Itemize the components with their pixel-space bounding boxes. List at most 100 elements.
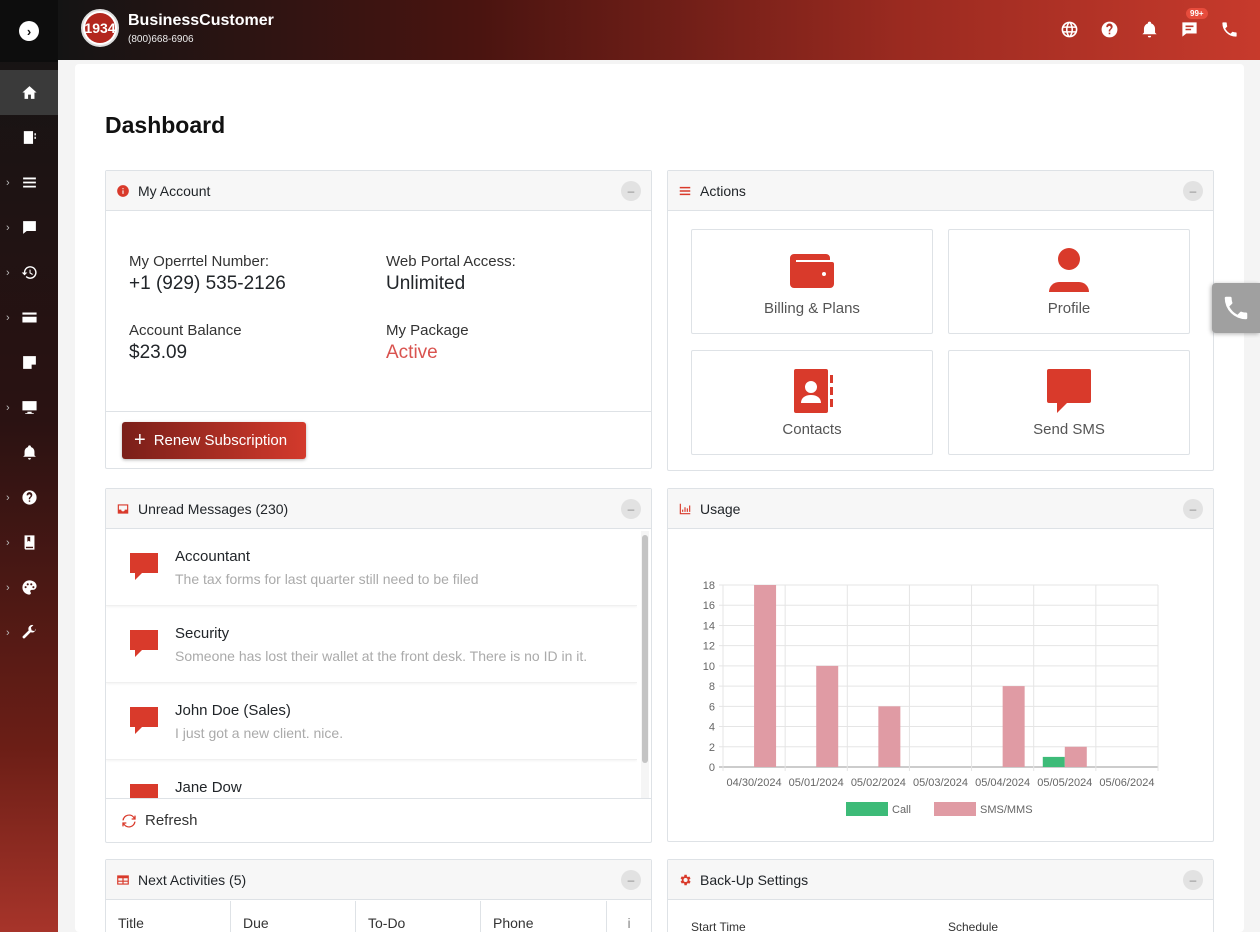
renew-subscription-button[interactable]: + Renew Subscription — [122, 422, 306, 459]
y-tick-label: 18 — [703, 580, 715, 592]
floating-call-button[interactable] — [1212, 283, 1260, 333]
globe-icon — [1061, 21, 1077, 37]
brand-logo[interactable]: 1934 — [81, 9, 119, 47]
usage-title: Usage — [700, 500, 741, 517]
notifications-button[interactable] — [1138, 18, 1160, 40]
column-header-title[interactable]: Title — [106, 901, 231, 932]
collapse-button[interactable]: – — [1183, 870, 1203, 890]
question-circle-icon — [1101, 21, 1117, 37]
legend-swatch — [846, 802, 888, 816]
brand-phone: (800)668-6906 — [128, 34, 194, 45]
usage-chart: 0 2 4 6 8 10 12 14 16 18 04/30/2024 05/01/2024 05/02… — [703, 580, 1159, 816]
x-tick-label: 05/01/2024 — [789, 777, 844, 789]
phone-icon — [1221, 21, 1237, 37]
portal-value: Unlimited — [386, 273, 466, 294]
table-icon — [117, 874, 129, 885]
list-item[interactable]: Security Someone has lost their wallet a… — [106, 606, 637, 683]
page-title: Dashboard — [105, 112, 226, 138]
messages-button[interactable]: 99+ — [1178, 8, 1208, 40]
contacts-action[interactable]: Contacts — [691, 350, 933, 455]
list-item[interactable]: Jane Dow — [106, 760, 637, 799]
sidebar-item-books[interactable]: › — [0, 520, 58, 565]
call-button[interactable] — [1218, 18, 1240, 40]
contacts-label: Contacts — [782, 421, 842, 438]
help-button[interactable] — [1098, 18, 1120, 40]
legend-swatch — [934, 802, 976, 816]
sidebar-item-help[interactable]: › — [0, 475, 58, 520]
sidebar-toggle[interactable]: › — [0, 0, 58, 62]
list-item[interactable]: John Doe (Sales) I just got a new client… — [106, 683, 637, 760]
message-sender: Accountant — [175, 548, 251, 565]
y-tick-label: 10 — [703, 661, 715, 673]
chevron-right-icon: › — [6, 581, 10, 594]
sidebar-item-tools[interactable]: › — [0, 610, 58, 655]
bar-sms-mms — [816, 665, 839, 767]
scrollbar-thumb[interactable] — [642, 535, 648, 763]
package-label: My Package — [386, 322, 469, 339]
sidebar-item-notes[interactable] — [0, 340, 58, 385]
language-button[interactable] — [1058, 18, 1080, 40]
sidebar-item-messages[interactable]: › — [0, 205, 58, 250]
column-header-due[interactable]: Due — [231, 901, 356, 932]
profile-action[interactable]: Profile — [948, 229, 1190, 334]
messages-title: Unread Messages (230) — [138, 500, 289, 517]
bar-sms-mms — [754, 585, 777, 767]
sidebar-item-billing[interactable]: › — [0, 295, 58, 340]
collapse-button[interactable]: – — [621, 870, 641, 890]
y-tick-label: 16 — [703, 600, 715, 612]
column-header-phone[interactable]: Phone — [481, 901, 607, 932]
sidebar-item-menu[interactable]: › — [0, 160, 58, 205]
sidebar-item-history[interactable]: › — [0, 250, 58, 295]
home-icon — [21, 86, 37, 99]
column-header-info[interactable]: i — [627, 915, 631, 931]
gear-icon — [680, 874, 691, 885]
minus-icon: – — [1189, 184, 1197, 198]
chevron-right-icon: › — [6, 536, 10, 549]
sidebar-item-home[interactable] — [0, 70, 58, 115]
message-preview: The tax forms for last quarter still nee… — [175, 571, 479, 587]
history-icon — [21, 266, 37, 279]
backup-settings-card: Back-Up Settings – Start Time Schedule — [667, 859, 1214, 932]
list-item[interactable]: Accountant The tax forms for last quarte… — [106, 529, 637, 606]
usage-card: Usage – 0 2 4 6 8 10 12 14 16 18 04/30/2024 05/01/2… — [667, 488, 1214, 842]
collapse-button[interactable]: – — [1183, 499, 1203, 519]
billing-plans-label: Billing & Plans — [764, 300, 860, 317]
sidebar-item-contacts[interactable] — [0, 115, 58, 160]
actions-card: Actions – Billing & Plans Profile Contac… — [667, 170, 1214, 471]
header-actions: 99+ — [1058, 8, 1240, 40]
renew-label: Renew Subscription — [153, 432, 288, 449]
y-tick-label: 12 — [703, 641, 715, 653]
my-account-header: My Account – — [106, 171, 651, 211]
collapse-button[interactable]: – — [621, 181, 641, 201]
sidebar-item-desktop[interactable]: › — [0, 385, 58, 430]
column-header-todo[interactable]: To-Do — [356, 901, 481, 932]
x-tick-label: 05/04/2024 — [975, 777, 1030, 789]
collapse-button[interactable]: – — [1183, 181, 1203, 201]
actions-header: Actions – — [668, 171, 1213, 211]
backup-header: Back-Up Settings – — [668, 860, 1213, 900]
bar-sms-mms — [1064, 746, 1087, 767]
next-activities-card: Next Activities (5) – Title Due To-Do Ph… — [105, 859, 652, 932]
start-time-label: Start Time — [691, 920, 746, 932]
refresh-icon — [122, 814, 136, 827]
chevron-right-icon: › — [6, 311, 10, 324]
message-sender: Jane Dow — [175, 779, 242, 796]
send-sms-label: Send SMS — [1033, 421, 1105, 438]
chevron-right-icon: › — [6, 221, 10, 234]
sidebar-item-themes[interactable]: › — [0, 565, 58, 610]
sidebar-item-alerts[interactable] — [0, 430, 58, 475]
account-number: My Operrtel Number: +1 (929) 535-2126 — [129, 253, 286, 295]
billing-plans-action[interactable]: Billing & Plans — [691, 229, 933, 334]
messages-header: Unread Messages (230) – — [106, 489, 651, 529]
balance-value: $23.09 — [129, 342, 188, 363]
legend-label: SMS/MMS — [980, 804, 1033, 816]
message-list-scrollbar[interactable] — [641, 531, 649, 799]
my-package: My Package Active — [386, 322, 469, 364]
collapse-button[interactable]: – — [621, 499, 641, 519]
chevron-right-icon: › — [6, 626, 10, 639]
backup-title: Back-Up Settings — [700, 871, 809, 888]
address-book-icon — [794, 369, 833, 413]
legend-label: Call — [892, 804, 911, 816]
refresh-button[interactable]: Refresh — [106, 798, 651, 842]
send-sms-action[interactable]: Send SMS — [948, 350, 1190, 455]
